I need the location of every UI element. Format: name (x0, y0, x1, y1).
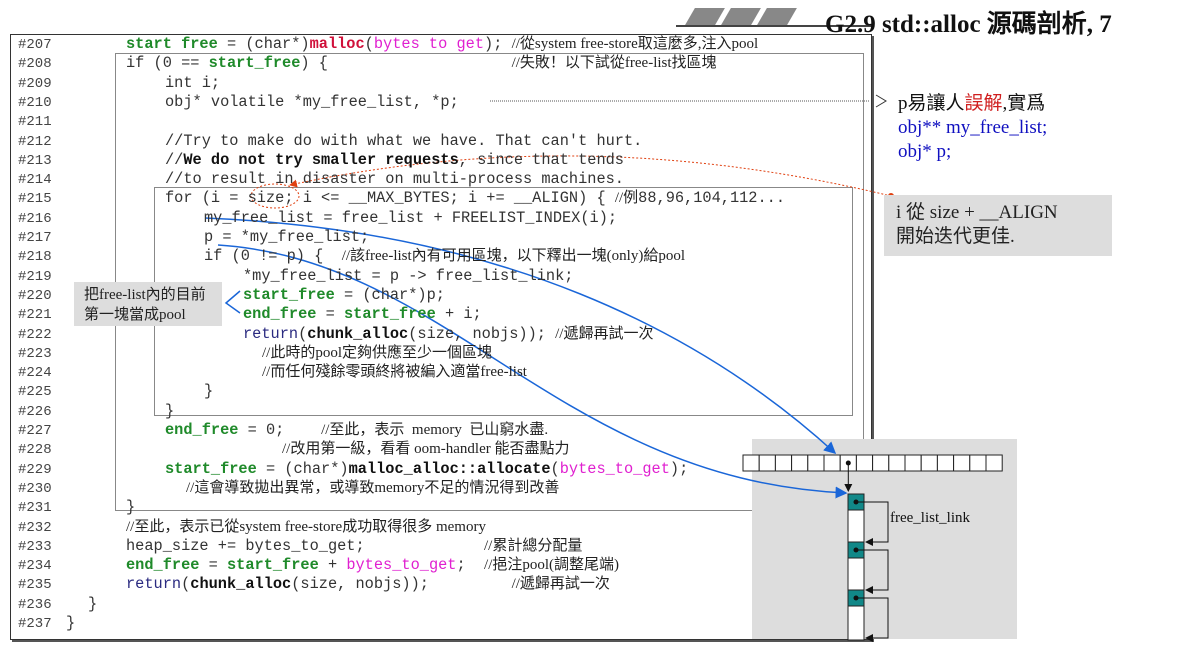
note-text: p易讓人 (898, 93, 965, 114)
for-block-frame (154, 187, 853, 416)
title-decoration (685, 8, 725, 25)
note-text: 第一塊當成pool (84, 307, 186, 323)
iteration-note: i 從 size + __ALIGN 開始迭代更佳. (884, 195, 1112, 256)
note-text: i 從 size + __ALIGN (896, 202, 1058, 223)
free-list-link-label: free_list_link (890, 510, 970, 526)
pool-note: 把free-list內的目前 第一塊當成pool (74, 282, 222, 326)
note-text: 把free-list內的目前 (84, 287, 206, 303)
page-title: G2.9 std::alloc 源碼剖析, 7 (825, 11, 1112, 38)
title-decoration (721, 8, 761, 25)
free-list-diagram (752, 439, 1017, 639)
note-code: obj** my_free_list; (898, 117, 1048, 138)
code-listing (10, 34, 872, 640)
note-highlight: 誤解 (964, 93, 1003, 114)
note-code: obj* p; (898, 141, 952, 162)
note-text: ,實爲 (1002, 93, 1046, 114)
pointer-type-note: p易讓人誤解,實爲 obj** my_free_list; obj* p; (898, 92, 1047, 164)
title-rule (676, 25, 872, 27)
title-decoration (757, 8, 797, 25)
note-text: 開始迭代更佳. (896, 226, 1015, 247)
arrow-head-icon (875, 94, 887, 108)
